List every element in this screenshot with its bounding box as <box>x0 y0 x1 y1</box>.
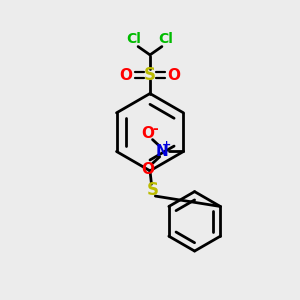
Text: N: N <box>156 144 168 159</box>
Text: Cl: Cl <box>127 32 141 46</box>
Text: -: - <box>152 122 158 136</box>
Text: O: O <box>141 126 154 141</box>
Text: Cl: Cl <box>159 32 173 46</box>
Text: O: O <box>120 68 133 82</box>
Text: O: O <box>141 162 154 177</box>
Text: O: O <box>167 68 180 82</box>
Text: +: + <box>162 140 171 150</box>
Text: S: S <box>147 181 159 199</box>
Text: S: S <box>144 66 156 84</box>
